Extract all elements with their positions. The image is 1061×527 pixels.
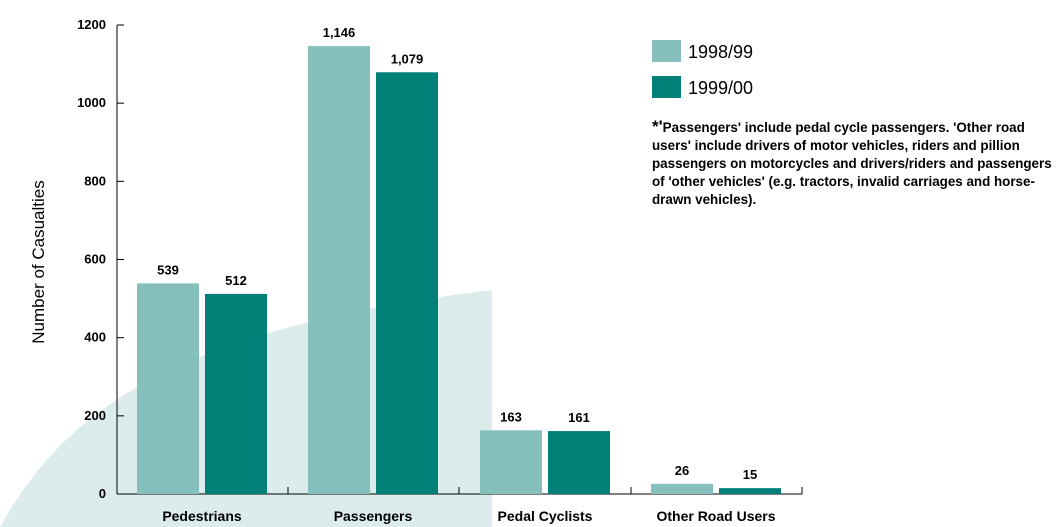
bar-pedal-cyclists-2 xyxy=(548,431,610,494)
bar-pedestrians-2 xyxy=(205,293,267,494)
legend-label: 1999/00 xyxy=(688,78,753,98)
y-axis-label: Number of Casualties xyxy=(29,180,48,343)
y-tick-label: 600 xyxy=(84,252,106,267)
footnote: *'Passengers' include pedal cycle passen… xyxy=(652,118,1057,209)
bars xyxy=(137,46,781,494)
x-category-label: Passengers xyxy=(334,508,413,524)
data-label: 512 xyxy=(225,273,247,288)
bar-passengers-2 xyxy=(376,72,438,494)
footnote-text: Passengers' include pedal cycle passenge… xyxy=(652,120,1052,207)
bar-other-road-users-1 xyxy=(651,483,713,494)
y-tick-label: 200 xyxy=(84,408,106,423)
x-category-label: Pedestrians xyxy=(162,508,242,524)
x-category-label: Other Road Users xyxy=(656,508,775,524)
bar-pedal-cyclists-1 xyxy=(480,430,542,494)
data-label: 1,079 xyxy=(391,51,424,66)
data-label: 539 xyxy=(157,262,179,277)
x-category-label: Pedal Cyclists xyxy=(498,508,593,524)
data-label: 161 xyxy=(568,410,590,425)
bar-pedestrians-1 xyxy=(137,283,199,494)
legend-swatch xyxy=(652,76,681,98)
bar-passengers-1 xyxy=(308,46,370,494)
y-tick-label: 1000 xyxy=(77,95,106,110)
y-tick-label: 400 xyxy=(84,330,106,345)
data-label: 163 xyxy=(500,409,522,424)
legend-label: 1998/99 xyxy=(688,42,753,62)
legend-swatch xyxy=(652,40,681,62)
y-tick-label: 0 xyxy=(99,486,106,501)
data-label: 26 xyxy=(675,463,689,478)
bar-other-road-users-2 xyxy=(719,488,781,494)
data-label: 15 xyxy=(743,467,757,482)
legend: 1998/99 1999/00 xyxy=(652,40,753,98)
data-labels: 539 512 1,146 1,079 163 161 26 15 xyxy=(157,25,757,482)
y-tick-label: 800 xyxy=(84,173,106,188)
footnote-marker: *' xyxy=(652,117,663,136)
y-tick-label: 1200 xyxy=(77,17,106,32)
axes: 0 200 400 600 800 1000 1200 Pedestrians Passenge… xyxy=(77,17,803,524)
data-label: 1,146 xyxy=(323,25,356,40)
